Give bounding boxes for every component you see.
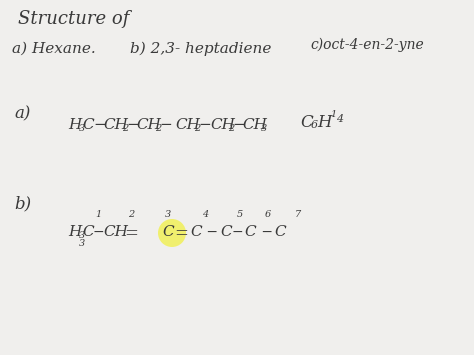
- Text: H: H: [68, 118, 81, 132]
- Text: C: C: [82, 225, 94, 239]
- Text: 2: 2: [128, 210, 134, 219]
- Text: 5: 5: [237, 210, 243, 219]
- Text: b): b): [14, 195, 31, 212]
- Text: −: −: [257, 225, 273, 239]
- Text: =: =: [174, 225, 188, 242]
- Text: C: C: [190, 225, 201, 239]
- Text: C: C: [162, 225, 173, 239]
- Text: 6: 6: [311, 120, 318, 130]
- Text: a): a): [14, 105, 30, 122]
- Text: 3: 3: [79, 124, 85, 133]
- Text: −: −: [159, 118, 172, 132]
- Text: 3: 3: [261, 124, 267, 133]
- Text: CH: CH: [103, 225, 128, 239]
- Text: c)oct-4-en-2-yne: c)oct-4-en-2-yne: [310, 38, 424, 53]
- Text: −: −: [232, 225, 244, 239]
- Text: C: C: [300, 114, 313, 131]
- Text: −: −: [198, 118, 211, 132]
- Text: Structure of: Structure of: [18, 10, 129, 28]
- Text: a) Hexane.: a) Hexane.: [12, 42, 96, 56]
- Text: 1: 1: [95, 210, 101, 219]
- Ellipse shape: [158, 219, 186, 247]
- Text: 6: 6: [265, 210, 271, 219]
- Text: C: C: [82, 118, 94, 132]
- Text: 3: 3: [79, 239, 85, 248]
- Text: −: −: [232, 118, 245, 132]
- Text: CH: CH: [103, 118, 128, 132]
- Text: −: −: [93, 118, 106, 132]
- Text: C: C: [220, 225, 232, 239]
- Text: 3: 3: [165, 210, 171, 219]
- Text: −: −: [93, 225, 105, 239]
- Text: 2: 2: [122, 124, 128, 133]
- Text: C: C: [274, 225, 286, 239]
- Text: 2: 2: [155, 124, 161, 133]
- Text: 4: 4: [202, 210, 208, 219]
- Text: CH: CH: [136, 118, 161, 132]
- Text: 4: 4: [336, 114, 343, 124]
- Text: H: H: [68, 225, 81, 239]
- Text: =: =: [124, 225, 138, 242]
- Text: b) 2,3- heptadiene: b) 2,3- heptadiene: [130, 42, 272, 56]
- Text: CH: CH: [210, 118, 235, 132]
- Text: 7: 7: [295, 210, 301, 219]
- Text: 2: 2: [194, 124, 200, 133]
- Text: −: −: [126, 118, 139, 132]
- Text: −: −: [202, 225, 218, 239]
- Text: 1: 1: [330, 110, 336, 119]
- Text: C: C: [244, 225, 255, 239]
- Text: 3: 3: [79, 231, 85, 240]
- Text: CH: CH: [175, 118, 200, 132]
- Text: CH: CH: [242, 118, 267, 132]
- Text: H: H: [317, 114, 331, 131]
- Text: 2: 2: [228, 124, 234, 133]
